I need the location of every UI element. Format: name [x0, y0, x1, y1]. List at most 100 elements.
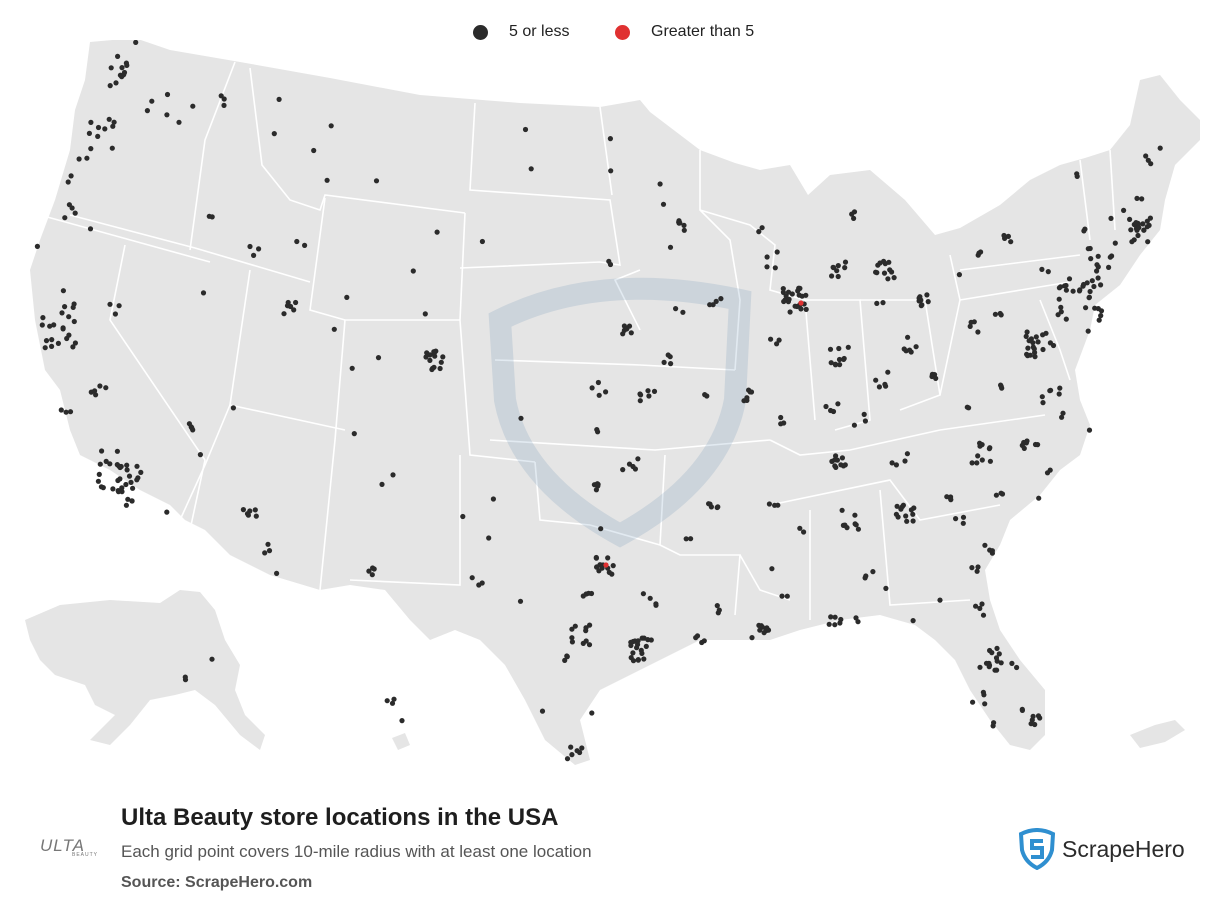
- store-dot-445: [903, 513, 909, 519]
- store-dot-600: [1106, 264, 1112, 270]
- store-dot-141: [375, 355, 382, 361]
- store-dot-678: [391, 696, 397, 702]
- store-dot-171: [476, 582, 482, 588]
- store-dot-468: [853, 615, 859, 621]
- store-dot-582: [1081, 281, 1087, 288]
- store-dot-394: [875, 262, 881, 268]
- store-dot-511: [980, 612, 987, 618]
- store-dot-432: [861, 411, 867, 417]
- store-dot-278: [605, 555, 611, 561]
- store-dot-169: [490, 496, 496, 502]
- store-dot-322: [635, 657, 641, 663]
- store-dot-250: [789, 291, 795, 297]
- store-dot-11: [109, 145, 115, 151]
- store-dot-200: [594, 427, 600, 433]
- store-dot-71: [110, 486, 116, 492]
- store-dot-129: [247, 243, 253, 250]
- store-dot-475: [987, 458, 994, 464]
- store-dot-41: [51, 322, 57, 328]
- store-dot-601: [1087, 245, 1093, 252]
- store-dot-471: [960, 520, 966, 526]
- store-dot-94: [117, 464, 123, 471]
- store-dot-384: [835, 273, 841, 280]
- store-dot-398: [881, 258, 887, 264]
- store-dot-331: [707, 501, 713, 507]
- store-dot-24: [69, 205, 75, 211]
- store-dot-444: [863, 573, 869, 579]
- store-dot-636: [1001, 232, 1007, 239]
- store-dot-175: [528, 166, 534, 172]
- store-dot-236: [786, 296, 792, 302]
- store-dot-446: [910, 511, 916, 517]
- store-dot-35: [66, 314, 72, 320]
- chart-subtitle: Each grid point covers 10-mile radius wi…: [121, 842, 592, 861]
- store-dot-188: [607, 261, 614, 268]
- store-dot-219: [702, 392, 708, 398]
- store-dot-543: [1009, 660, 1015, 667]
- store-dot-297: [583, 625, 589, 631]
- store-dot-161: [379, 481, 385, 487]
- store-dot-569: [1096, 317, 1102, 323]
- store-dot-166: [369, 572, 375, 578]
- store-dot-411: [882, 381, 888, 387]
- store-dot-622: [1144, 224, 1150, 230]
- store-dot-576: [1098, 313, 1104, 319]
- store-dot-452: [895, 514, 901, 520]
- store-dot-56: [60, 288, 66, 294]
- store-dot-369: [827, 346, 834, 352]
- store-dot-362: [833, 453, 839, 459]
- store-dot-481: [969, 460, 975, 466]
- store-dot-466: [832, 614, 838, 620]
- store-dot-345: [749, 635, 755, 641]
- hawaii-small-island: [392, 733, 410, 750]
- store-dot-15: [102, 126, 108, 132]
- store-dot-594: [1094, 268, 1100, 274]
- store-dot-91: [138, 469, 144, 475]
- store-dot-509: [937, 597, 943, 603]
- store-dot-158: [427, 357, 433, 363]
- store-dot-281: [593, 554, 599, 561]
- store-dot-130: [200, 290, 207, 296]
- store-dot-128: [256, 246, 262, 252]
- store-dot-522: [994, 658, 1000, 664]
- store-dot-54: [70, 304, 76, 310]
- scrapehero-shield-icon: [1018, 828, 1056, 870]
- store-dot-115: [262, 550, 268, 556]
- store-dot-150: [440, 354, 446, 360]
- store-dot-319: [645, 637, 651, 643]
- store-dot-680: [384, 698, 390, 704]
- store-dot-494: [993, 492, 1000, 498]
- store-dot-135: [328, 123, 334, 129]
- store-dot-612: [1135, 232, 1141, 239]
- store-dot-518: [998, 660, 1004, 666]
- store-dot-379: [842, 265, 848, 271]
- store-dot-79: [119, 485, 125, 491]
- store-dot-263: [635, 456, 641, 462]
- store-dot-138: [344, 294, 350, 300]
- store-dot-5: [113, 80, 119, 86]
- hawaii-shape: [1130, 720, 1185, 748]
- store-dot-58: [112, 311, 118, 317]
- store-dot-216: [707, 302, 713, 308]
- store-dot-560: [1040, 346, 1046, 353]
- store-dot-154: [438, 359, 444, 365]
- store-dot-77: [96, 471, 102, 477]
- store-dot-34: [218, 93, 224, 99]
- store-dot-157: [432, 353, 438, 359]
- store-dot-48: [55, 340, 62, 346]
- store-dot-202: [645, 388, 651, 394]
- store-dot-285: [599, 565, 605, 571]
- store-dot-429: [823, 403, 829, 410]
- store-dot-289: [586, 590, 592, 596]
- store-dot-503: [987, 547, 993, 553]
- store-dot-336: [693, 635, 699, 641]
- store-dot-620: [1136, 225, 1142, 231]
- legend-label-high: Greater than 5: [651, 23, 755, 40]
- store-dot-207: [637, 398, 643, 404]
- store-dot-123: [284, 303, 291, 309]
- store-dot-433: [851, 422, 858, 428]
- store-dot-441: [855, 526, 862, 532]
- store-dot-422: [916, 295, 922, 301]
- store-dot-691: [1085, 328, 1091, 334]
- store-dot-20: [76, 156, 82, 162]
